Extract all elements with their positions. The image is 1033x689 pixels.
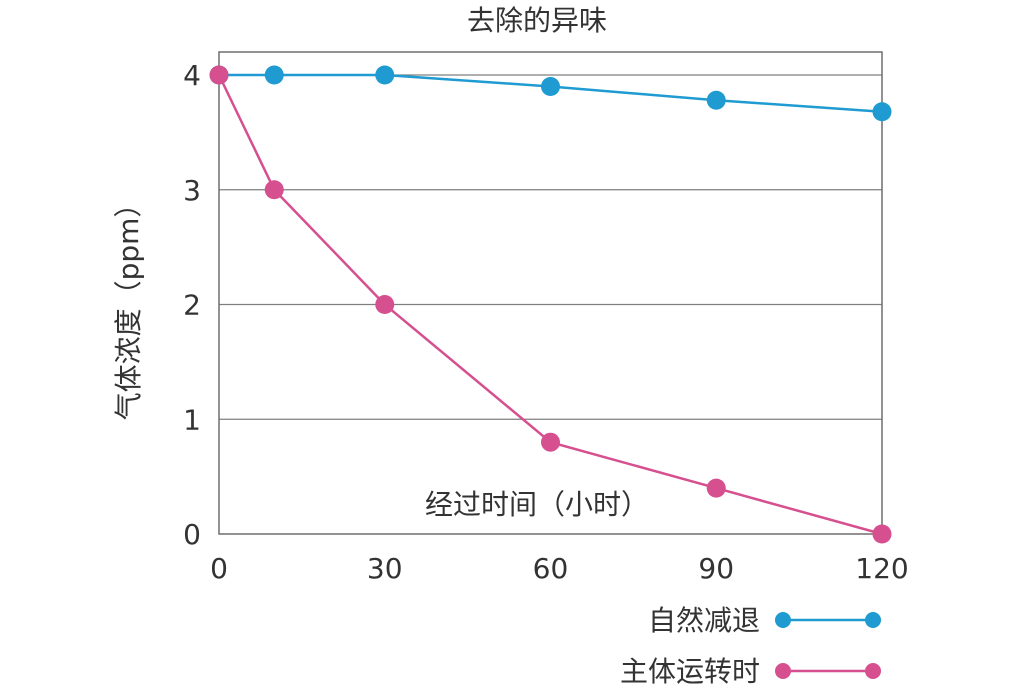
y-tick-label: 0 bbox=[183, 518, 201, 551]
legend-label: 自然减退 bbox=[648, 604, 760, 637]
series-layer bbox=[209, 65, 892, 544]
data-point bbox=[706, 478, 726, 498]
legend-marker bbox=[865, 612, 881, 628]
y-tick-label: 1 bbox=[183, 403, 201, 436]
grid-lines bbox=[219, 74, 882, 420]
legend-marker bbox=[865, 663, 881, 679]
plot-frame bbox=[218, 51, 883, 535]
data-point bbox=[209, 65, 229, 85]
x-axis-label: 经过时间（小时） bbox=[425, 488, 649, 521]
data-point bbox=[375, 65, 395, 85]
data-point bbox=[541, 76, 560, 96]
data-point bbox=[375, 295, 395, 314]
legend-item-0: 自然减退 bbox=[648, 604, 881, 637]
y-tick-label: 4 bbox=[183, 59, 201, 92]
legend-item-1: 主体运转时 bbox=[620, 655, 881, 688]
data-point bbox=[872, 102, 892, 122]
x-axis-ticks: 0 30 60 90 120 bbox=[210, 552, 909, 585]
data-point bbox=[264, 65, 284, 85]
chart-title: 去除的异味 bbox=[467, 4, 607, 37]
series-0 bbox=[209, 65, 892, 122]
data-point bbox=[264, 180, 284, 200]
x-tick-label: 0 bbox=[210, 552, 228, 585]
x-tick-label: 30 bbox=[367, 552, 403, 585]
y-axis-ticks: 0 1 2 3 4 bbox=[183, 59, 201, 551]
series-line bbox=[217, 74, 883, 536]
series-1 bbox=[209, 65, 892, 544]
legend-marker bbox=[775, 612, 791, 628]
data-point bbox=[872, 524, 892, 544]
y-tick-label: 2 bbox=[183, 289, 201, 322]
legend-marker bbox=[775, 663, 791, 679]
y-tick-label: 3 bbox=[183, 174, 201, 207]
x-tick-label: 120 bbox=[855, 552, 908, 585]
x-tick-label: 90 bbox=[698, 552, 734, 585]
x-tick-label: 60 bbox=[533, 552, 569, 585]
y-axis-label: 气体浓度（ppm） bbox=[112, 190, 145, 421]
legend-label: 主体运转时 bbox=[620, 655, 760, 688]
data-point bbox=[706, 90, 726, 110]
data-point bbox=[541, 432, 560, 452]
